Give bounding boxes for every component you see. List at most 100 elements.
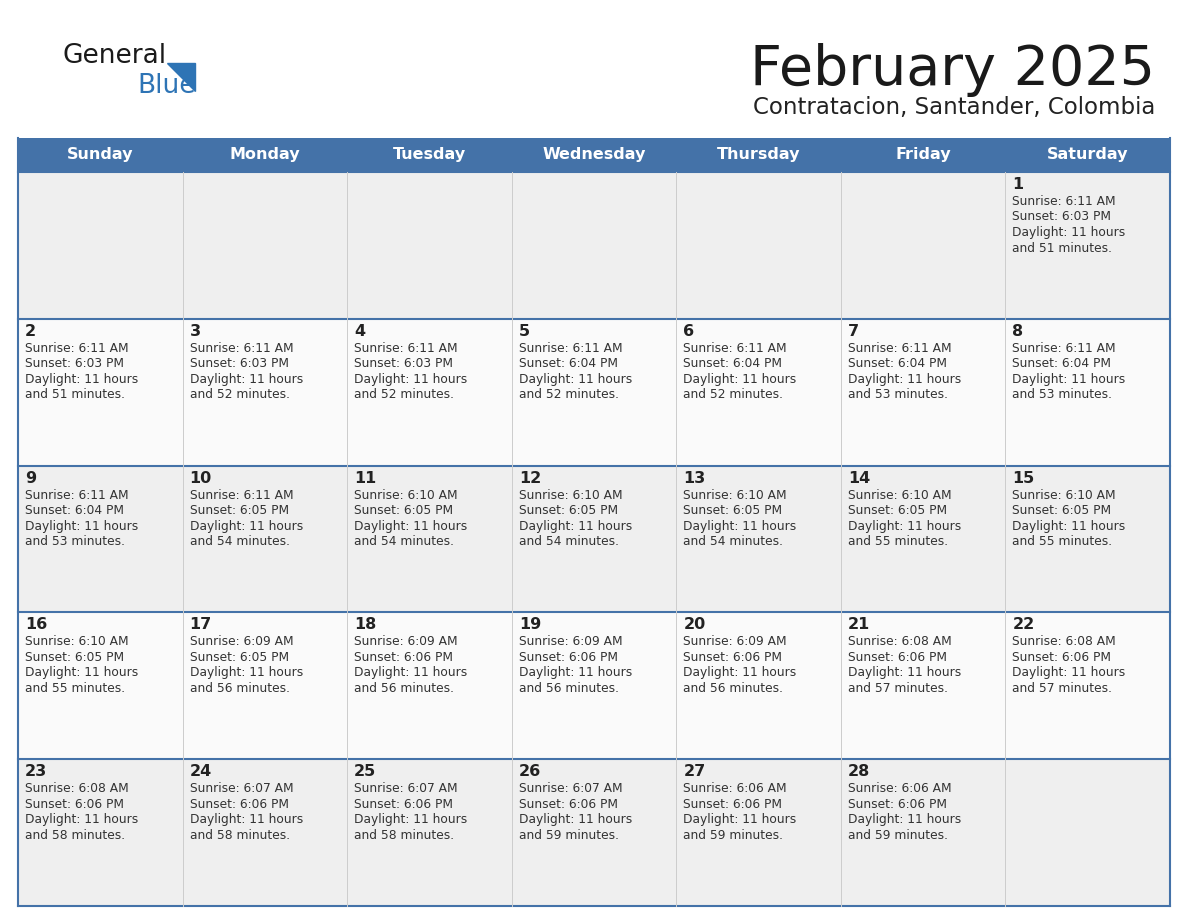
Text: and 58 minutes.: and 58 minutes. — [190, 829, 290, 842]
Text: Sunrise: 6:11 AM: Sunrise: 6:11 AM — [25, 341, 128, 354]
Text: Sunset: 6:05 PM: Sunset: 6:05 PM — [25, 651, 124, 664]
Text: Sunrise: 6:08 AM: Sunrise: 6:08 AM — [848, 635, 952, 648]
Text: 28: 28 — [848, 764, 870, 779]
Text: 22: 22 — [1012, 618, 1035, 633]
Text: Sunset: 6:06 PM: Sunset: 6:06 PM — [683, 798, 782, 811]
Text: Sunrise: 6:06 AM: Sunrise: 6:06 AM — [683, 782, 786, 795]
Text: Sunset: 6:03 PM: Sunset: 6:03 PM — [190, 357, 289, 370]
Text: Daylight: 11 hours: Daylight: 11 hours — [354, 813, 467, 826]
Text: Sunset: 6:03 PM: Sunset: 6:03 PM — [25, 357, 124, 370]
Text: Sunday: Sunday — [67, 148, 133, 162]
Text: Sunset: 6:05 PM: Sunset: 6:05 PM — [1012, 504, 1112, 517]
Text: Sunrise: 6:11 AM: Sunrise: 6:11 AM — [1012, 341, 1116, 354]
Text: and 52 minutes.: and 52 minutes. — [190, 388, 290, 401]
Text: Sunrise: 6:10 AM: Sunrise: 6:10 AM — [1012, 488, 1116, 501]
Text: 8: 8 — [1012, 324, 1024, 339]
Text: Daylight: 11 hours: Daylight: 11 hours — [1012, 666, 1126, 679]
Text: Sunrise: 6:11 AM: Sunrise: 6:11 AM — [190, 488, 293, 501]
Text: Friday: Friday — [896, 148, 950, 162]
Text: Daylight: 11 hours: Daylight: 11 hours — [519, 520, 632, 532]
Text: 20: 20 — [683, 618, 706, 633]
Text: 23: 23 — [25, 764, 48, 779]
Text: Wednesday: Wednesday — [542, 148, 646, 162]
Text: 11: 11 — [354, 471, 377, 486]
Bar — [18, 319, 1170, 465]
Text: Daylight: 11 hours: Daylight: 11 hours — [848, 666, 961, 679]
Bar — [18, 172, 1170, 319]
Text: 9: 9 — [25, 471, 36, 486]
Text: Sunset: 6:06 PM: Sunset: 6:06 PM — [354, 651, 453, 664]
Text: 5: 5 — [519, 324, 530, 339]
Text: and 54 minutes.: and 54 minutes. — [519, 535, 619, 548]
Text: Daylight: 11 hours: Daylight: 11 hours — [25, 813, 138, 826]
Text: Tuesday: Tuesday — [393, 148, 466, 162]
Text: Sunrise: 6:11 AM: Sunrise: 6:11 AM — [683, 341, 786, 354]
Text: Sunrise: 6:09 AM: Sunrise: 6:09 AM — [190, 635, 293, 648]
Text: Saturday: Saturday — [1047, 148, 1129, 162]
Text: Sunset: 6:03 PM: Sunset: 6:03 PM — [354, 357, 453, 370]
Text: Monday: Monday — [229, 148, 301, 162]
Text: Sunrise: 6:11 AM: Sunrise: 6:11 AM — [519, 341, 623, 354]
Text: and 54 minutes.: and 54 minutes. — [354, 535, 454, 548]
Text: Sunset: 6:04 PM: Sunset: 6:04 PM — [25, 504, 124, 517]
Text: Daylight: 11 hours: Daylight: 11 hours — [190, 520, 303, 532]
Text: Sunset: 6:06 PM: Sunset: 6:06 PM — [519, 651, 618, 664]
Text: Sunrise: 6:07 AM: Sunrise: 6:07 AM — [519, 782, 623, 795]
Text: Daylight: 11 hours: Daylight: 11 hours — [190, 666, 303, 679]
Text: Sunset: 6:05 PM: Sunset: 6:05 PM — [190, 651, 289, 664]
Text: 21: 21 — [848, 618, 870, 633]
Text: and 59 minutes.: and 59 minutes. — [683, 829, 783, 842]
Text: Sunset: 6:05 PM: Sunset: 6:05 PM — [190, 504, 289, 517]
Text: 4: 4 — [354, 324, 365, 339]
Text: Sunset: 6:05 PM: Sunset: 6:05 PM — [519, 504, 618, 517]
Text: Sunset: 6:04 PM: Sunset: 6:04 PM — [519, 357, 618, 370]
Text: Thursday: Thursday — [716, 148, 801, 162]
Text: Sunset: 6:06 PM: Sunset: 6:06 PM — [1012, 651, 1112, 664]
Text: 2: 2 — [25, 324, 36, 339]
Text: and 56 minutes.: and 56 minutes. — [354, 682, 454, 695]
Text: and 53 minutes.: and 53 minutes. — [25, 535, 125, 548]
Text: and 59 minutes.: and 59 minutes. — [519, 829, 619, 842]
Text: Sunrise: 6:11 AM: Sunrise: 6:11 AM — [1012, 195, 1116, 208]
Text: Sunset: 6:05 PM: Sunset: 6:05 PM — [848, 504, 947, 517]
Text: Sunrise: 6:10 AM: Sunrise: 6:10 AM — [519, 488, 623, 501]
Text: Sunset: 6:04 PM: Sunset: 6:04 PM — [1012, 357, 1112, 370]
Text: Daylight: 11 hours: Daylight: 11 hours — [354, 373, 467, 386]
Text: and 57 minutes.: and 57 minutes. — [848, 682, 948, 695]
Text: and 53 minutes.: and 53 minutes. — [1012, 388, 1112, 401]
Text: Blue: Blue — [137, 73, 196, 99]
Text: Daylight: 11 hours: Daylight: 11 hours — [683, 813, 796, 826]
Text: and 52 minutes.: and 52 minutes. — [519, 388, 619, 401]
Text: and 59 minutes.: and 59 minutes. — [848, 829, 948, 842]
Text: Daylight: 11 hours: Daylight: 11 hours — [1012, 520, 1126, 532]
Text: Sunset: 6:03 PM: Sunset: 6:03 PM — [1012, 210, 1112, 223]
Text: Sunset: 6:06 PM: Sunset: 6:06 PM — [848, 798, 947, 811]
Text: and 55 minutes.: and 55 minutes. — [25, 682, 125, 695]
Text: Daylight: 11 hours: Daylight: 11 hours — [848, 520, 961, 532]
Text: 26: 26 — [519, 764, 541, 779]
Text: Sunset: 6:06 PM: Sunset: 6:06 PM — [25, 798, 124, 811]
Text: and 52 minutes.: and 52 minutes. — [683, 388, 783, 401]
Text: Daylight: 11 hours: Daylight: 11 hours — [683, 520, 796, 532]
Text: 17: 17 — [190, 618, 211, 633]
Text: Daylight: 11 hours: Daylight: 11 hours — [25, 666, 138, 679]
Text: Daylight: 11 hours: Daylight: 11 hours — [354, 520, 467, 532]
Text: 6: 6 — [683, 324, 695, 339]
Text: Sunset: 6:04 PM: Sunset: 6:04 PM — [683, 357, 782, 370]
Text: Sunrise: 6:09 AM: Sunrise: 6:09 AM — [354, 635, 457, 648]
Text: and 54 minutes.: and 54 minutes. — [683, 535, 783, 548]
Text: Sunset: 6:06 PM: Sunset: 6:06 PM — [354, 798, 453, 811]
Text: Sunset: 6:04 PM: Sunset: 6:04 PM — [848, 357, 947, 370]
Text: and 58 minutes.: and 58 minutes. — [354, 829, 454, 842]
Text: 12: 12 — [519, 471, 541, 486]
Text: and 51 minutes.: and 51 minutes. — [1012, 241, 1112, 254]
Text: and 57 minutes.: and 57 minutes. — [1012, 682, 1112, 695]
Bar — [18, 465, 1170, 612]
Text: Sunrise: 6:10 AM: Sunrise: 6:10 AM — [354, 488, 457, 501]
Bar — [18, 138, 1170, 172]
Text: Contratacion, Santander, Colombia: Contratacion, Santander, Colombia — [753, 96, 1155, 119]
Text: Sunrise: 6:09 AM: Sunrise: 6:09 AM — [519, 635, 623, 648]
Text: and 52 minutes.: and 52 minutes. — [354, 388, 454, 401]
Text: 7: 7 — [848, 324, 859, 339]
Text: Sunrise: 6:07 AM: Sunrise: 6:07 AM — [354, 782, 457, 795]
